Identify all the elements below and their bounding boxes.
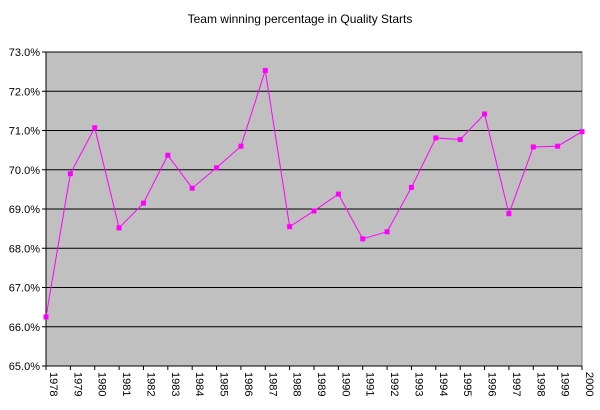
x-tick-label: 1998 <box>534 372 546 396</box>
x-tick-label: 1980 <box>96 372 108 396</box>
data-point <box>360 236 366 242</box>
data-point <box>92 125 98 131</box>
y-tick-label: 66.0% <box>9 322 40 334</box>
data-point <box>482 111 488 117</box>
chart-title: Team winning percentage in Quality Start… <box>188 12 413 26</box>
x-tick-label: 1984 <box>193 372 205 396</box>
x-tick-label: 1990 <box>339 372 351 396</box>
x-tick-label: 1986 <box>242 372 254 396</box>
x-tick-label: 1992 <box>388 372 400 396</box>
y-tick-label: 70.0% <box>9 165 40 177</box>
data-point <box>408 184 414 190</box>
data-point <box>457 137 463 143</box>
x-tick-label: 1978 <box>47 372 59 396</box>
data-point <box>238 143 244 149</box>
x-tick-label: 1996 <box>486 372 498 396</box>
data-point <box>262 67 268 73</box>
data-point <box>214 165 220 171</box>
x-tick-label: 2000 <box>583 372 595 396</box>
y-tick-label: 69.0% <box>9 204 40 216</box>
y-tick-label: 68.0% <box>9 243 40 255</box>
data-point <box>116 225 122 231</box>
series <box>43 67 585 320</box>
data-point <box>311 208 317 214</box>
gridlines <box>46 51 582 328</box>
x-tick-label: 1997 <box>510 372 522 396</box>
x-tick-label: 1989 <box>315 372 327 396</box>
x-tick-label: 1985 <box>218 372 230 396</box>
x-tick-label: 1983 <box>169 372 181 396</box>
data-point <box>287 224 293 230</box>
data-point <box>579 129 585 135</box>
x-tick-label: 1987 <box>266 372 278 396</box>
x-tick-label: 1999 <box>559 372 571 396</box>
x-tick-label: 1991 <box>364 372 376 396</box>
data-point <box>140 200 146 206</box>
x-tick-label: 1988 <box>291 372 303 396</box>
data-point <box>165 152 171 158</box>
x-axis: 1978 1979 1980 1981 1982 1983 1984 1985 1986 1987… <box>45 366 595 396</box>
data-point <box>189 185 195 191</box>
data-point <box>335 191 341 197</box>
y-tick-label: 71.0% <box>9 126 40 138</box>
x-tick-label: 1981 <box>120 372 132 396</box>
y-tick-label: 65.0% <box>9 361 40 373</box>
y-tick-label: 72.0% <box>9 86 40 98</box>
x-tick-label: 1995 <box>461 372 473 396</box>
x-tick-label: 1979 <box>71 372 83 396</box>
data-point <box>506 211 512 217</box>
x-tick-label: 1993 <box>412 372 424 396</box>
x-tick-label: 1994 <box>437 372 449 396</box>
data-point <box>555 143 561 149</box>
y-tick-label: 73.0% <box>9 47 40 59</box>
y-tick-label: 67.0% <box>9 283 40 295</box>
x-tick-label: 1982 <box>144 372 156 396</box>
data-point <box>43 314 49 320</box>
data-point <box>67 171 73 177</box>
data-point <box>433 135 439 141</box>
data-point <box>530 144 536 150</box>
data-point <box>384 229 390 235</box>
